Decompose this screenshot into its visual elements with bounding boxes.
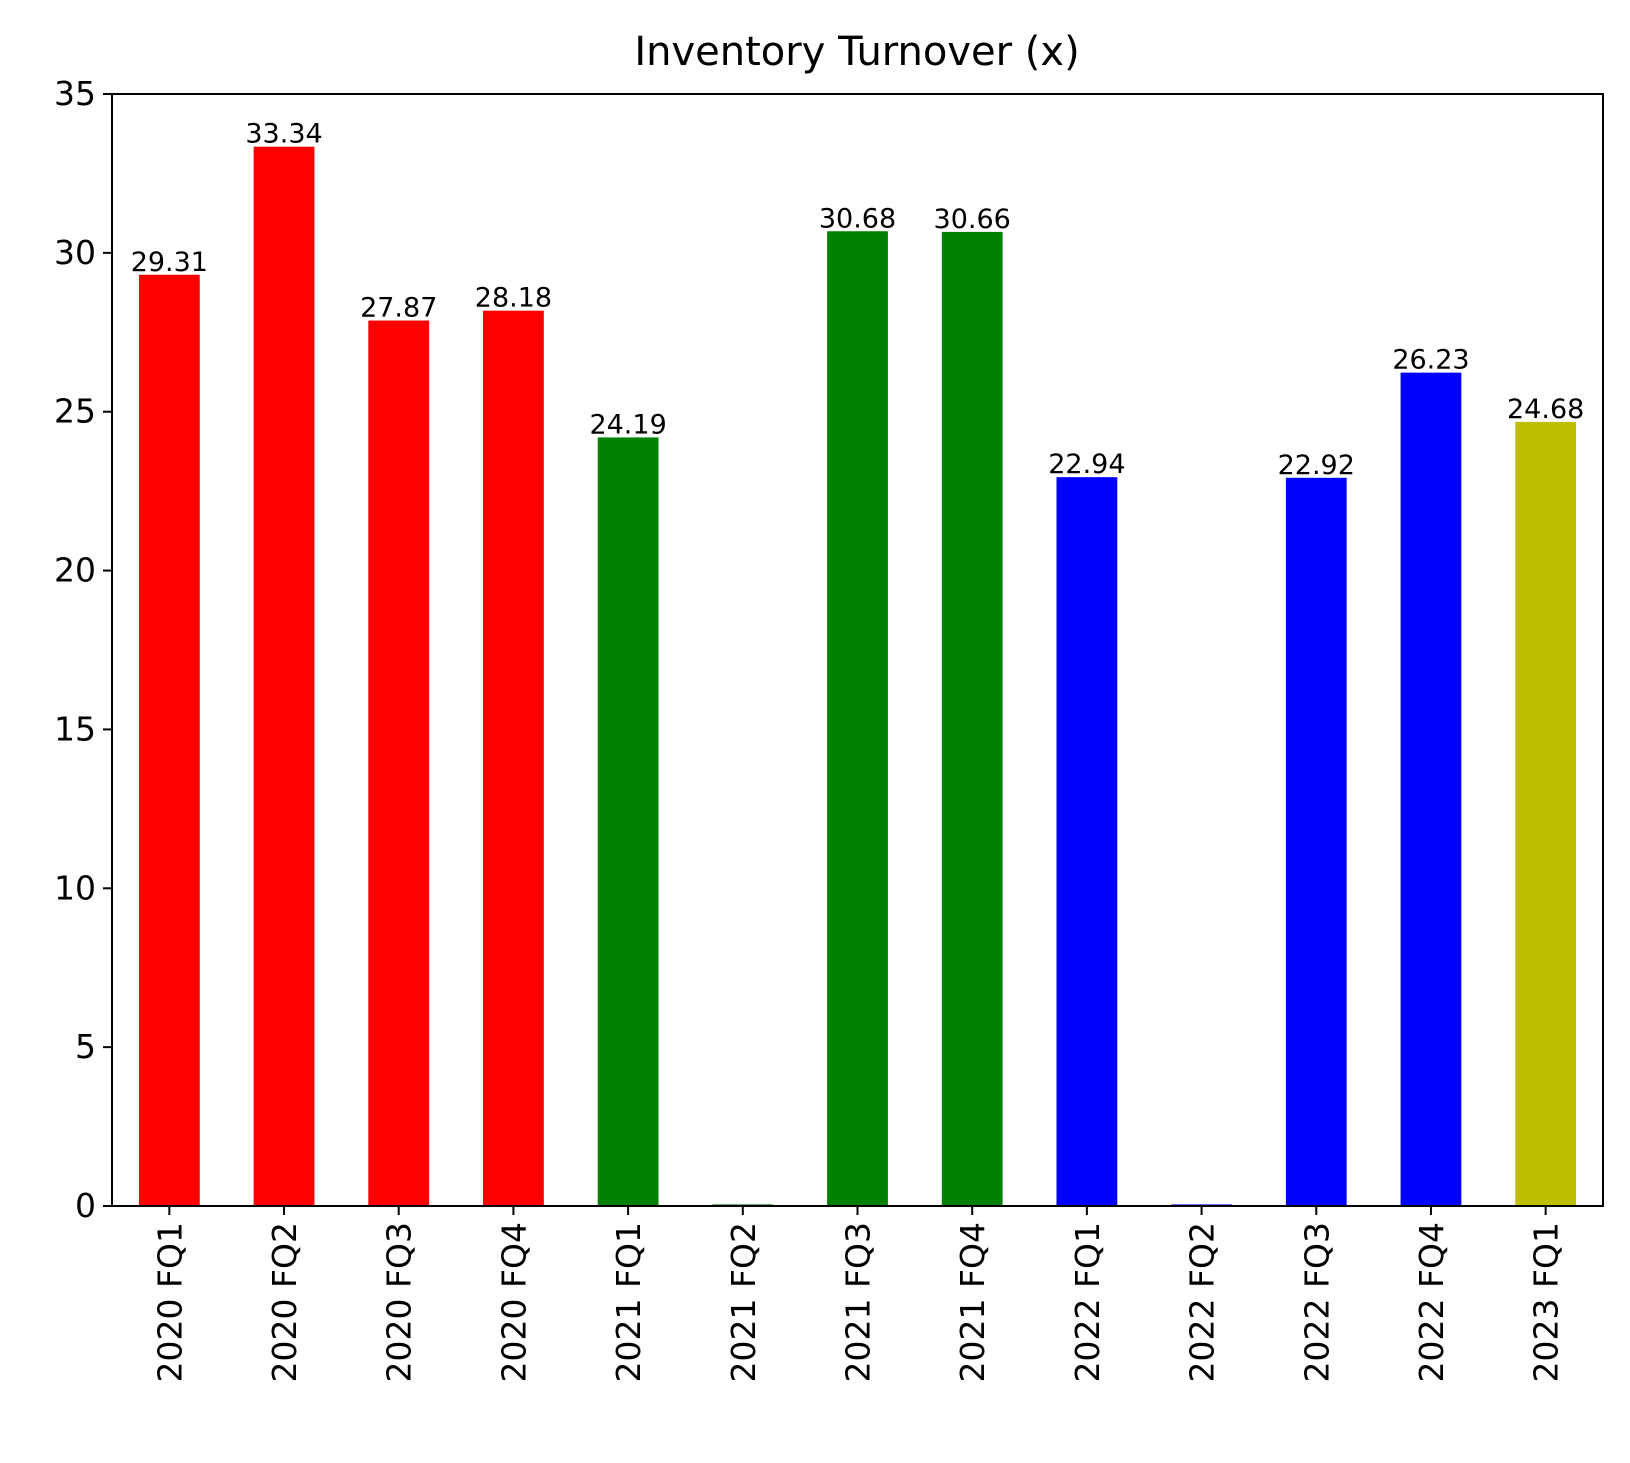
x-tick-label: 2023 FQ1 (1527, 1222, 1566, 1382)
y-tick-label: 30 (54, 233, 96, 272)
x-tick-label: 2021 FQ4 (953, 1222, 992, 1382)
bar-value-labels: 29.31 33.34 27.87 28.18 24.19 30.68 30.66 22.94… (131, 119, 1585, 481)
x-tick-label: 2021 FQ1 (609, 1222, 648, 1382)
y-tick-label: 5 (75, 1027, 96, 1066)
y-tick-label: 15 (54, 709, 96, 748)
bar-value-label: 24.19 (589, 409, 666, 440)
x-tick-label: 2022 FQ3 (1297, 1222, 1336, 1382)
bar-2020-fq2 (253, 146, 315, 1206)
bar-2020-fq3 (368, 320, 430, 1206)
plot-frame (111, 93, 1604, 1207)
y-tick-label: 10 (54, 868, 96, 907)
x-tick-label: 2020 FQ4 (494, 1222, 533, 1382)
bar-2022-fq1 (1056, 477, 1118, 1206)
bar-value-label: 27.87 (360, 293, 437, 324)
bar-2021-fq4 (941, 231, 1003, 1206)
y-tick-label: 0 (75, 1186, 96, 1225)
bar-value-label: 33.34 (245, 119, 322, 150)
bars-group (138, 146, 1577, 1207)
bar-value-label: 30.66 (934, 204, 1011, 235)
x-tick-label: 2020 FQ2 (265, 1222, 304, 1382)
bar-value-label: 22.94 (1048, 449, 1125, 480)
bar-2022-fq3 (1285, 477, 1347, 1207)
bar-2021-fq1 (597, 437, 659, 1206)
chart-title: Inventory Turnover (x) (634, 29, 1079, 75)
y-tick-label: 25 (54, 392, 96, 431)
bar-2022-fq4 (1400, 372, 1462, 1206)
bar-value-label: 29.31 (131, 247, 208, 278)
y-tick-label: 35 (54, 74, 96, 113)
bar-value-label: 22.92 (1278, 450, 1355, 481)
x-tick-label: 2020 FQ1 (150, 1222, 189, 1382)
bar-value-label: 24.68 (1507, 394, 1584, 425)
y-axis: 0 5 10 15 20 25 30 35 (54, 74, 112, 1225)
bar-2020-fq1 (138, 274, 200, 1206)
x-tick-label: 2021 FQ3 (839, 1222, 878, 1382)
x-tick-label: 2022 FQ4 (1412, 1222, 1451, 1382)
bar-2021-fq3 (827, 231, 888, 1207)
bar-2020-fq4 (483, 310, 544, 1206)
bar-2023-fq1 (1515, 421, 1577, 1207)
x-tick-label: 2021 FQ2 (724, 1222, 763, 1382)
x-tick-label: 2022 FQ2 (1183, 1222, 1222, 1382)
x-tick-label: 2020 FQ3 (380, 1222, 419, 1382)
x-axis: 2020 FQ1 2020 FQ2 2020 FQ3 2020 FQ4 2021 FQ1… (150, 1206, 1566, 1382)
x-tick-label: 2022 FQ1 (1068, 1222, 1107, 1382)
bar-value-label: 26.23 (1392, 345, 1469, 376)
bar-value-label: 28.18 (475, 283, 552, 314)
bar-value-label: 30.68 (819, 203, 896, 234)
y-tick-label: 20 (54, 551, 96, 590)
